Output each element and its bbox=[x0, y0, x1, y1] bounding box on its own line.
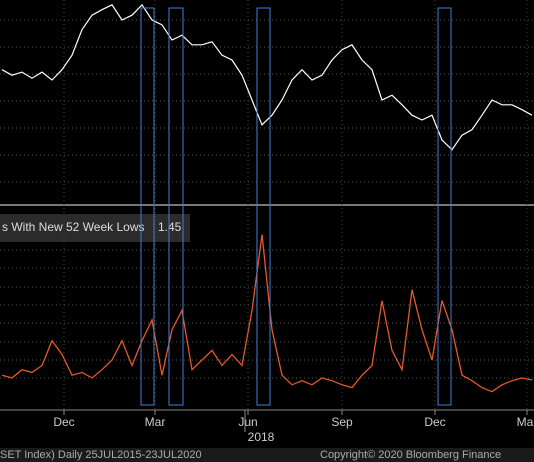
indicator-line bbox=[1, 234, 533, 393]
x-tick-label: Mar bbox=[145, 415, 166, 429]
legend-box bbox=[0, 214, 190, 242]
x-tick-label: Sep bbox=[331, 415, 353, 429]
legend-text: s With New 52 Week Lows bbox=[2, 220, 145, 234]
highlight-box bbox=[256, 7, 271, 406]
footer-right: Copyright© 2020 Bloomberg Finance bbox=[320, 449, 501, 461]
highlight-box bbox=[437, 7, 452, 406]
price-line bbox=[1, 3, 533, 151]
footer-bar bbox=[0, 448, 534, 462]
highlight-box bbox=[140, 7, 155, 406]
x-tick-label: Jun bbox=[238, 415, 257, 429]
highlight-box bbox=[168, 7, 184, 406]
x-tick-label: Mar bbox=[517, 415, 534, 429]
year-label: 2018 bbox=[248, 430, 275, 444]
legend-value: 1.45 bbox=[158, 220, 182, 234]
x-tick-label: Dec bbox=[424, 415, 445, 429]
x-tick-label: Dec bbox=[53, 415, 74, 429]
footer-left: SET Index) Daily 25JUL2015-23JUL2020 bbox=[0, 449, 202, 461]
